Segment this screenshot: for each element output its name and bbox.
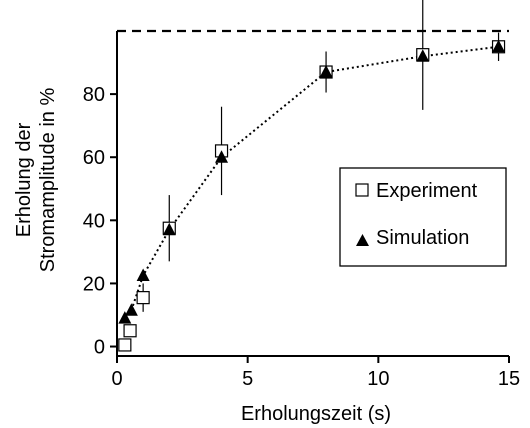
x-tick-label: 5 bbox=[242, 368, 253, 390]
legend-label-experiment: Experiment bbox=[376, 180, 478, 202]
legend-label-simulation: Simulation bbox=[376, 227, 469, 249]
simulation-point bbox=[124, 303, 138, 316]
simulation-point bbox=[215, 150, 229, 163]
y-axis-title-group: Erholung der Stromamplitude in % bbox=[13, 88, 59, 273]
y-tick-label: 40 bbox=[83, 210, 105, 232]
y-axis-title-line-2: Stromamplitude in % bbox=[37, 88, 59, 273]
y-axis-title-line-1: Erholung der bbox=[13, 122, 35, 237]
y-tick-label: 60 bbox=[83, 147, 105, 169]
simulation-point bbox=[319, 65, 333, 78]
axes: 0 5 10 15 0 20 40 60 80 bbox=[83, 31, 520, 390]
y-tick-label: 20 bbox=[83, 273, 105, 295]
legend-marker-simulation bbox=[356, 234, 369, 246]
x-tick-label: 10 bbox=[367, 368, 389, 390]
x-tick-label: 0 bbox=[111, 368, 122, 390]
simulation-point bbox=[118, 311, 132, 324]
y-tick-label: 80 bbox=[83, 84, 105, 106]
legend-marker-experiment bbox=[355, 183, 369, 197]
legend: Experiment Simulation bbox=[339, 167, 507, 267]
experiment-point bbox=[118, 338, 132, 352]
experiment-point bbox=[136, 291, 150, 305]
y-tick-label: 0 bbox=[94, 337, 105, 359]
simulation-point bbox=[136, 268, 150, 282]
simulation-point bbox=[492, 39, 506, 53]
x-tick-label: 15 bbox=[498, 368, 520, 390]
simulation-point bbox=[162, 222, 176, 236]
x-axis-title: Erholungszeit (s) bbox=[241, 403, 391, 425]
simulation-point bbox=[416, 49, 430, 62]
simulation-line bbox=[124, 45, 499, 319]
experiment-point bbox=[123, 324, 137, 338]
plot-area bbox=[117, 0, 509, 352]
